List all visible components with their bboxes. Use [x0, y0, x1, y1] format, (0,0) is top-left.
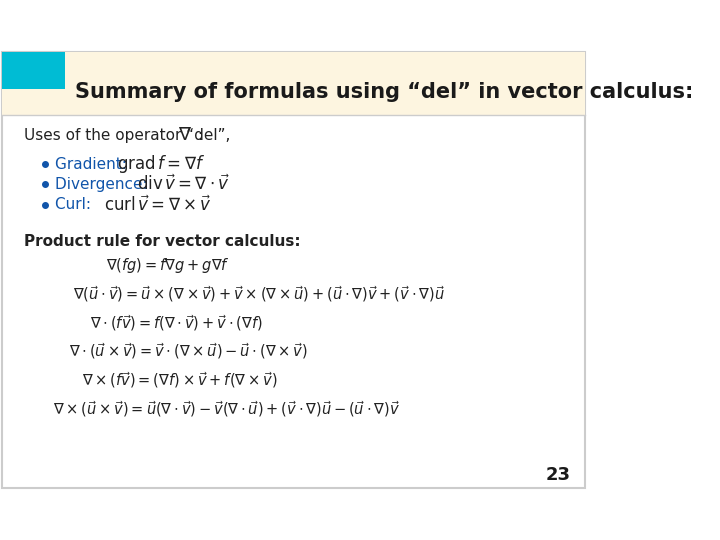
Text: $\mathrm{curl}\, \vec{v} = \nabla \times \vec{v}$: $\mathrm{curl}\, \vec{v} = \nabla \times…: [104, 195, 212, 214]
Text: $\nabla$: $\nabla$: [178, 126, 192, 145]
Text: Divergence:: Divergence:: [55, 177, 153, 192]
Text: $\nabla \times (\vec{u} \times \vec{v}) = \vec{u}(\nabla \cdot \vec{v}) - \vec{v: $\nabla \times (\vec{u} \times \vec{v}) …: [53, 399, 400, 418]
Text: Gradient:: Gradient:: [55, 157, 132, 172]
FancyBboxPatch shape: [1, 51, 585, 115]
Text: $\nabla \cdot (\vec{u} \times \vec{v}) = \vec{v} \cdot (\nabla \times \vec{u}) -: $\nabla \cdot (\vec{u} \times \vec{v}) =…: [69, 342, 308, 361]
Text: Uses of the operator “del”,: Uses of the operator “del”,: [24, 128, 231, 143]
Text: $\mathrm{div}\, \vec{v} = \nabla \cdot \vec{v}$: $\mathrm{div}\, \vec{v} = \nabla \cdot \…: [137, 174, 230, 194]
Text: Product rule for vector calculus:: Product rule for vector calculus:: [24, 234, 301, 249]
Text: Summary of formulas using “del” in vector calculus:: Summary of formulas using “del” in vecto…: [75, 82, 693, 102]
FancyBboxPatch shape: [1, 51, 585, 489]
Text: $\mathrm{grad}\, f = \nabla f$: $\mathrm{grad}\, f = \nabla f$: [117, 153, 204, 175]
Text: :: :: [197, 128, 202, 143]
Text: $\nabla \cdot (f\vec{v}) = f(\nabla \cdot \vec{v}) + \vec{v} \cdot (\nabla f)$: $\nabla \cdot (f\vec{v}) = f(\nabla \cdo…: [90, 313, 262, 333]
Text: $\nabla(\vec{u} \cdot \vec{v}) = \vec{u} \times (\nabla \times \vec{v}) + \vec{v: $\nabla(\vec{u} \cdot \vec{v}) = \vec{u}…: [73, 285, 445, 305]
FancyBboxPatch shape: [1, 51, 66, 89]
Text: 23: 23: [546, 467, 571, 484]
Text: Curl:: Curl:: [55, 197, 96, 212]
Text: $\nabla \times (f\vec{v}) = (\nabla f) \times \vec{v} + f(\nabla \times \vec{v}): $\nabla \times (f\vec{v}) = (\nabla f) \…: [81, 370, 277, 390]
Text: $\nabla(fg) = f\nabla g + g\nabla f$: $\nabla(fg) = f\nabla g + g\nabla f$: [106, 256, 230, 275]
